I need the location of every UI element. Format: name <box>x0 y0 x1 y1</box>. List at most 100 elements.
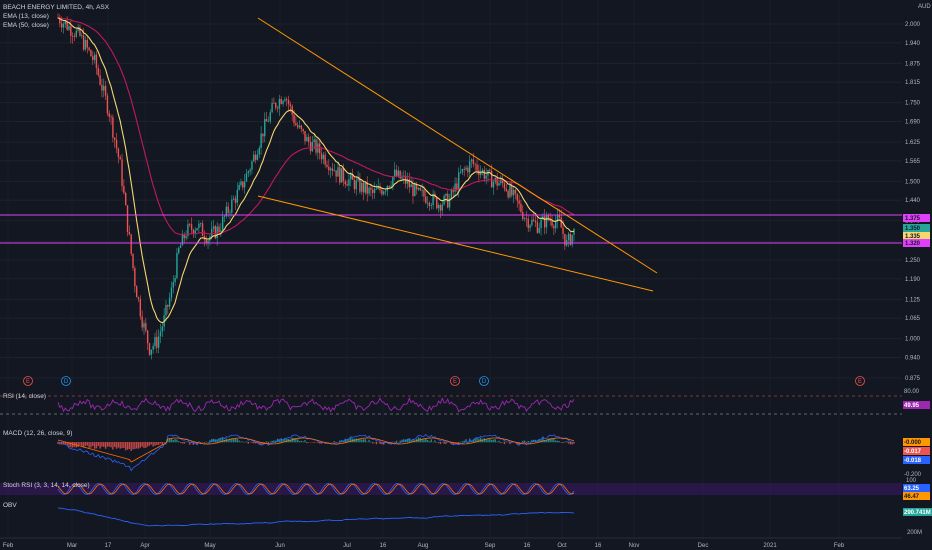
candle-body <box>359 178 361 192</box>
macd-bar <box>68 442 70 448</box>
macd-bar <box>99 442 101 449</box>
candle-body <box>141 316 143 328</box>
candle-body <box>558 214 561 218</box>
macd-bar <box>443 442 445 444</box>
time-scale[interactable]: Feb Mar 17 Apr May Jun Jul 16 Aug Sep 16 Oct 16 Nov De… <box>3 543 845 549</box>
price-tick: 1.750 <box>905 101 921 107</box>
candle-body <box>81 35 83 37</box>
macd-bar <box>306 442 308 444</box>
candle-body <box>512 189 515 196</box>
macd-bar <box>362 439 365 443</box>
macd-bar <box>540 439 542 443</box>
price-badge <box>903 224 930 232</box>
candle-body <box>511 185 513 196</box>
macd-bar <box>483 438 486 443</box>
candle-body <box>390 185 392 187</box>
event-marker <box>61 376 71 386</box>
candle-body <box>472 159 475 164</box>
candle-body <box>421 190 423 191</box>
candle-body <box>115 139 118 149</box>
macd-bar <box>340 440 343 443</box>
candle-body <box>452 189 454 192</box>
candle-body <box>450 189 453 199</box>
macd-bar <box>304 440 306 443</box>
macd-bar <box>381 442 383 445</box>
candle-body <box>238 185 240 190</box>
macd-bar <box>494 439 497 443</box>
candle-body <box>461 168 464 173</box>
price-badge-text: 1.375 <box>905 216 921 222</box>
event-marker <box>855 376 865 386</box>
candle-body <box>331 168 334 171</box>
candle-body <box>348 179 350 186</box>
macd-bar <box>509 442 511 445</box>
candle-body <box>399 170 401 179</box>
macd-bar <box>450 442 453 445</box>
candle-body <box>562 227 564 234</box>
macd-bar <box>355 438 357 443</box>
obv-panel-label[interactable]: OBV <box>3 502 17 509</box>
candle-body <box>79 27 81 36</box>
candle-body <box>364 182 367 193</box>
macd-bar <box>159 442 162 444</box>
event-letter: E <box>453 379 457 385</box>
upper-trendline[interactable] <box>257 17 658 274</box>
candle-body <box>555 221 557 229</box>
candle-body <box>436 197 438 209</box>
candle-body <box>114 137 116 140</box>
price-tick: 1.190 <box>905 277 921 283</box>
ema50-line <box>57 17 575 236</box>
macd-bar <box>492 439 495 443</box>
macd-bar <box>479 437 482 443</box>
ema13-legend[interactable]: EMA (13, close) <box>3 13 49 20</box>
macd-bar <box>245 441 248 443</box>
candle-body <box>470 159 473 162</box>
lower-trendline[interactable] <box>257 195 654 292</box>
macd-bar <box>115 442 118 449</box>
macd-bar <box>178 441 180 443</box>
candle-body <box>117 148 120 158</box>
candle-body <box>247 171 249 174</box>
candle-body <box>99 75 101 85</box>
stoch-panel-label[interactable]: Stoch RSI (3, 3, 14, 14, close) <box>3 482 90 489</box>
macd-bar <box>423 439 425 443</box>
macd-bar <box>209 440 211 443</box>
candle-body <box>505 188 507 191</box>
macd-bar <box>395 440 398 443</box>
candle-body <box>384 190 387 192</box>
macd-panel-label[interactable]: MACD (12, 26, close, 9) <box>3 430 73 437</box>
macd-bar <box>425 438 427 443</box>
macd-bar <box>132 442 134 450</box>
macd-bar <box>461 441 464 443</box>
time-tick: Jun <box>275 543 285 549</box>
candle-body <box>351 174 354 180</box>
price-badge-text: 1.350 <box>905 226 921 232</box>
macd-bar <box>571 442 573 445</box>
macd-bar <box>379 442 381 444</box>
ema50-legend[interactable]: EMA (50, close) <box>3 22 49 29</box>
candle-body <box>311 141 314 152</box>
macd-bar <box>485 438 487 443</box>
macd-bar <box>247 442 249 444</box>
macd-bar <box>264 442 266 443</box>
candle-body <box>456 183 458 190</box>
candle-body <box>527 218 529 228</box>
candle-body <box>503 183 506 189</box>
macd-bar <box>412 439 414 443</box>
rsi-panel-label[interactable]: RSI (14, close) <box>3 393 46 400</box>
candle-body <box>410 184 412 188</box>
candle-body <box>150 349 153 355</box>
macd-bar <box>399 440 401 443</box>
macd-bar <box>333 441 335 443</box>
candle-body <box>346 184 348 186</box>
macd-bar <box>174 439 176 443</box>
event-marker <box>450 376 460 386</box>
candle-body <box>249 169 251 172</box>
chart-grid <box>0 23 902 379</box>
candle-body <box>425 196 427 203</box>
macd-bar <box>269 441 271 443</box>
candle-body <box>509 185 511 198</box>
candle-body <box>571 234 573 245</box>
